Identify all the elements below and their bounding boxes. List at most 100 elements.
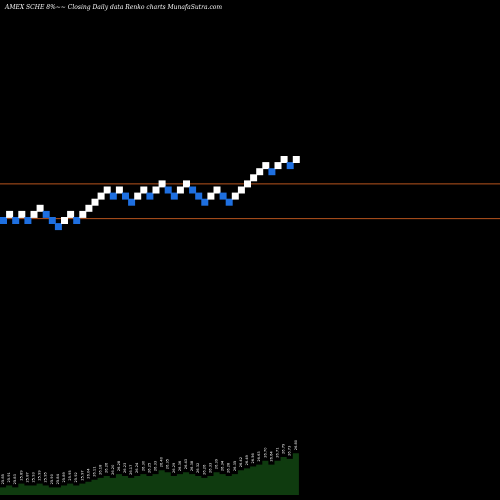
renko-brick-up <box>244 180 251 188</box>
renko-brick-down <box>12 217 20 224</box>
renko-brick-up <box>183 180 190 188</box>
renko-brick-down <box>201 198 209 206</box>
renko-brick-up <box>67 210 75 218</box>
renko-brick-up <box>140 186 148 194</box>
renko-brick-up <box>292 156 300 163</box>
volume-label: 26.42 <box>239 457 243 467</box>
volume-label: 26.73 <box>288 446 292 456</box>
renko-brick-down <box>128 198 136 206</box>
volume-label: 26.24 <box>135 462 139 473</box>
volume-area-fill <box>0 453 299 495</box>
volume-label: 25.90 <box>50 473 54 484</box>
renko-brick-up <box>280 156 288 163</box>
renko-brick-up <box>115 186 123 194</box>
renko-brick-up <box>213 186 221 194</box>
renko-brick-down <box>146 192 154 200</box>
volume-label: 26.28 <box>227 462 231 473</box>
renko-brick-up <box>79 210 87 218</box>
renko-brick-down <box>48 217 56 224</box>
volume-label: 26.39 <box>215 458 219 469</box>
volume-label: 26.49 <box>245 454 249 465</box>
renko-brick-down <box>225 198 233 206</box>
volume-label: 25.87 <box>25 472 29 482</box>
volume-label: 26.63 <box>257 451 261 461</box>
renko-brick-down <box>219 192 227 200</box>
volume-label: 26.28 <box>117 460 121 471</box>
volume-label: 26.35 <box>166 459 170 469</box>
renko-brick-up <box>176 186 184 194</box>
volume-label: 26.26 <box>202 464 206 475</box>
renko-brick-up <box>231 192 239 200</box>
volume-label: 26.80 <box>294 439 298 450</box>
volume-label: 25.95 <box>68 470 72 480</box>
volume-label: 26.33 <box>154 461 158 471</box>
renko-brick-up <box>103 186 111 194</box>
volume-label: 25.95 <box>44 472 48 482</box>
volume-label: 26.70 <box>263 447 267 458</box>
renko-brick-down <box>54 223 62 231</box>
volume-label: 26.04 <box>86 468 90 479</box>
renko-brick-up <box>61 217 68 224</box>
volume-label: 25.97 <box>80 470 84 480</box>
renko-brick-up <box>152 186 160 194</box>
volume-label: 26.18 <box>99 464 103 475</box>
renko-brick-down <box>286 162 294 170</box>
volume-label: 25.92 <box>74 472 78 482</box>
renko-brick-down <box>164 186 172 194</box>
volume-area <box>0 453 299 495</box>
renko-brick-down <box>195 192 203 200</box>
renko-brick-up <box>274 162 282 170</box>
volume-labels: 25.85 25.91 25.83 25.89 25.87 25.93 25.99 25.95… <box>1 439 298 484</box>
renko-brick-up <box>256 168 264 176</box>
volume-label: 25.89 <box>62 471 66 482</box>
volume-label: 26.26 <box>105 462 109 473</box>
renko-brick-up <box>262 162 270 170</box>
renko-brick-up <box>18 210 26 218</box>
renko-brick-down <box>189 186 197 194</box>
volume-label: 26.79 <box>282 443 286 454</box>
volume-label: 26.38 <box>190 460 194 471</box>
renko-brick-up <box>85 204 93 212</box>
renko-brick-up <box>30 210 38 218</box>
renko-brick-down <box>122 192 129 200</box>
renko-brick-down <box>73 217 81 224</box>
volume-label: 26.71 <box>276 448 280 458</box>
volume-label: 26.29 <box>172 462 176 473</box>
renko-brick-up <box>207 192 215 200</box>
chart-title: AMEX SCHE 8%~~ Closing Daily data Renko … <box>4 4 222 11</box>
renko-brick-down <box>170 192 178 200</box>
renko-brick-down <box>24 217 32 224</box>
renko-brick-down <box>268 168 276 176</box>
volume-label: 26.23 <box>123 463 127 473</box>
volume-label: 26.64 <box>269 451 273 462</box>
renko-brick-down <box>42 210 50 218</box>
volume-label: 25.93 <box>32 472 36 482</box>
volume-label: 26.33 <box>208 463 212 473</box>
volume-label: 25.85 <box>1 474 5 484</box>
renko-brick-up <box>36 204 44 212</box>
renko-brick-up <box>134 192 142 200</box>
renko-brick-up <box>237 186 245 194</box>
volume-label: 26.35 <box>233 461 237 471</box>
volume-label: 26.30 <box>141 460 145 471</box>
renko-brick-down <box>109 192 117 200</box>
volume-label: 25.83 <box>13 474 17 484</box>
volume-label: 26.32 <box>196 463 200 473</box>
volume-label: 26.36 <box>178 460 182 471</box>
renko-brick-up <box>91 198 99 206</box>
volume-label: 26.17 <box>129 465 133 475</box>
volume-label: 26.56 <box>251 452 255 463</box>
volume-label: 26.34 <box>221 460 225 471</box>
volume-label: 25.99 <box>38 470 42 481</box>
volume-label: 25.89 <box>19 470 23 481</box>
volume-label: 25.84 <box>56 473 60 484</box>
volume-label: 26.43 <box>184 459 188 469</box>
volume-label: 26.11 <box>93 467 97 477</box>
renko-brick-up <box>97 192 105 200</box>
volume-label: 26.20 <box>111 464 115 475</box>
renko-brick-down <box>0 217 7 224</box>
renko-brick-up <box>158 180 166 188</box>
renko-brick-up <box>6 210 14 218</box>
